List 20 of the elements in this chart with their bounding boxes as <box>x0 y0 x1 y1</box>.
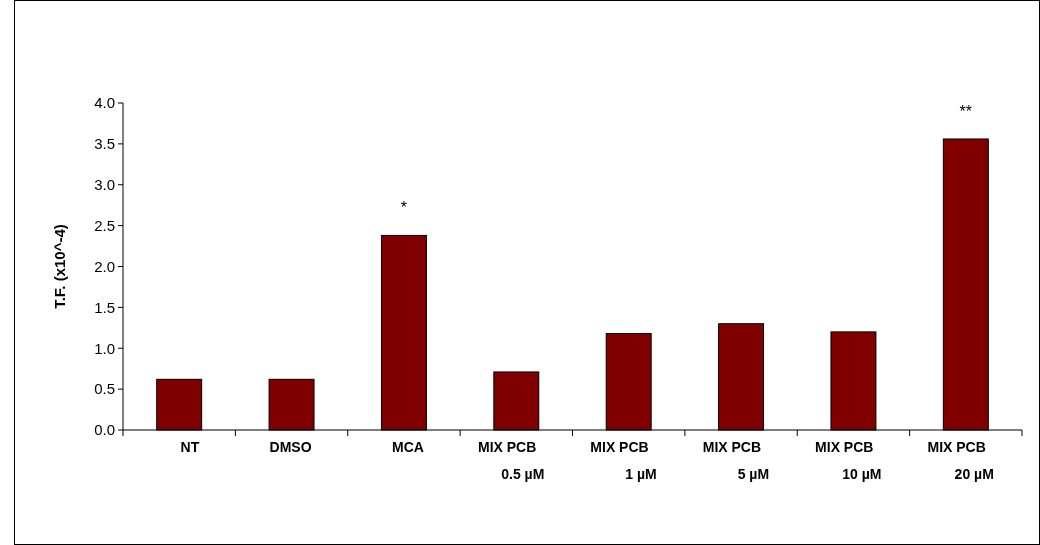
x-tick-label: MIX PCB 20 µM <box>927 439 994 482</box>
annotation: * <box>400 199 408 217</box>
x-tick-label: MIX PCB 10 µM <box>815 439 882 482</box>
x-tick-label: MIX PCB 1 µM <box>590 439 657 482</box>
x-tick-label: MIX PCB 0.5 µM <box>477 439 545 482</box>
y-tick-label: 1.0 <box>94 339 115 357</box>
y-tick-label: 2.0 <box>94 257 115 275</box>
y-tick-label: 0.0 <box>94 421 115 439</box>
y-tick-label: 0.5 <box>94 380 115 398</box>
y-tick-label: 4.0 <box>94 94 115 112</box>
annotation: ** <box>959 102 973 120</box>
x-tick-label: MIX PCB 5 µM <box>702 439 770 482</box>
y-tick-label: 1.5 <box>94 298 115 316</box>
y-tick-label: 3.5 <box>94 135 115 153</box>
x-tick-label: DMSO <box>269 439 312 455</box>
y-axis-title: T.F. (x10^-4) <box>51 224 68 309</box>
x-tick-label: MCA <box>392 439 424 455</box>
x-tick-label: NT <box>180 439 200 455</box>
y-tick-label: 2.5 <box>94 216 115 234</box>
y-tick-label: 3.0 <box>94 176 115 193</box>
